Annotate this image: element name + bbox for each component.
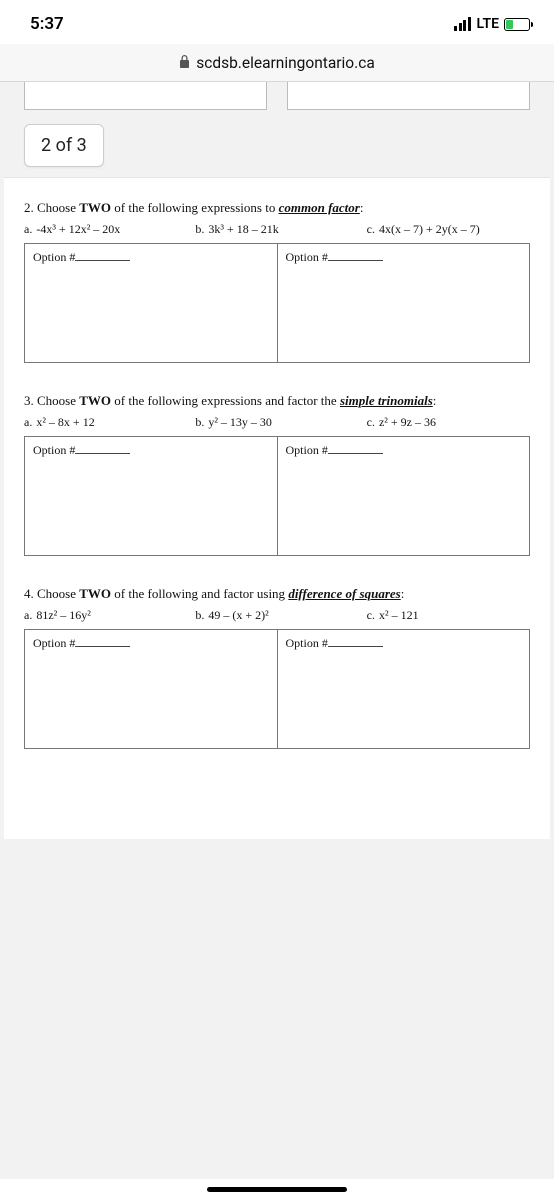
question-prompt: 2. Choose TWO of the following expressio…	[24, 200, 530, 216]
question-prompt: 3. Choose TWO of the following expressio…	[24, 393, 530, 409]
answer-cell[interactable]: Option #	[277, 437, 530, 555]
answer-cell[interactable]: Option #	[277, 244, 530, 362]
status-right: LTE	[454, 16, 530, 32]
url-text: scdsb.elearningontario.ca	[196, 54, 375, 72]
signal-icon	[454, 17, 471, 31]
answer-cell[interactable]: Option #	[25, 244, 277, 362]
status-bar: 5:37 LTE	[0, 0, 554, 44]
question-prompt: 4. Choose TWO of the following and facto…	[24, 586, 530, 602]
question-2: 2. Choose TWO of the following expressio…	[24, 200, 530, 363]
answer-cell[interactable]: Option #	[25, 630, 277, 748]
answer-table: Option # Option #	[24, 243, 530, 363]
question-4: 4. Choose TWO of the following and facto…	[24, 586, 530, 749]
question-3: 3. Choose TWO of the following expressio…	[24, 393, 530, 556]
question-options: a.-4x³ + 12x² – 20x b.3k³ + 18 – 21k c.4…	[24, 222, 530, 237]
page-counter[interactable]: 2 of 3	[24, 124, 104, 167]
battery-icon	[504, 18, 530, 31]
address-bar[interactable]: scdsb.elearningontario.ca	[0, 44, 554, 82]
home-indicator[interactable]	[207, 1187, 347, 1192]
answer-cell[interactable]: Option #	[25, 437, 277, 555]
answer-cell[interactable]: Option #	[277, 630, 530, 748]
worksheet-page: 2. Choose TWO of the following expressio…	[4, 177, 550, 839]
answer-table: Option # Option #	[24, 436, 530, 556]
carrier-label: LTE	[477, 16, 499, 32]
question-options: a.x² – 8x + 12 b.y² – 13y – 30 c.z² + 9z…	[24, 415, 530, 430]
status-time: 5:37	[30, 14, 64, 34]
question-options: a.81z² – 16y² b.49 – (x + 2)² c.x² – 121	[24, 608, 530, 623]
previous-page-peek	[0, 82, 554, 110]
answer-table: Option # Option #	[24, 629, 530, 749]
lock-icon	[179, 55, 190, 71]
